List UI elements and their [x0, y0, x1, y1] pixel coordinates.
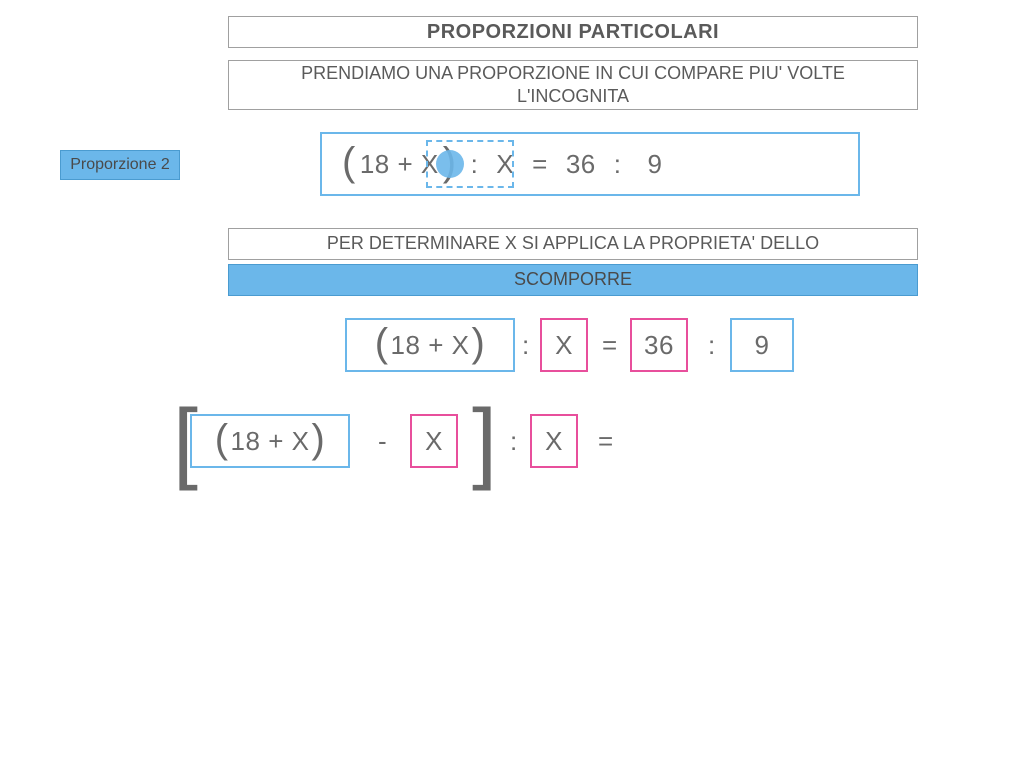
eq3-minus: - — [378, 426, 387, 457]
proportion-tag-text: Proporzione 2 — [70, 156, 170, 174]
title-text: PROPORZIONI PARTICOLARI — [427, 21, 719, 44]
eq3-inner-box: ( 18 + X ) — [190, 414, 350, 468]
paren-open-icon: ( — [342, 140, 356, 185]
instruction-text: PER DETERMINARE X SI APPLICA LA PROPRIET… — [327, 232, 819, 255]
proportion-tag: Proporzione 2 — [60, 150, 180, 180]
eq3-inner: 18 + X — [231, 426, 310, 457]
subtitle-line1: PRENDIAMO UNA PROPORZIONE IN CUI COMPARE… — [301, 62, 845, 85]
method-box: SCOMPORRE — [228, 264, 918, 296]
method-text: SCOMPORRE — [514, 268, 632, 291]
eq2-9: 9 — [755, 330, 770, 361]
subtitle-line2: L'INCOGNITA — [517, 85, 629, 108]
paren-open-icon: ( — [375, 321, 389, 366]
eq2-9-box: 9 — [730, 318, 794, 372]
eq3-colon: : — [510, 426, 518, 457]
title-box: PROPORZIONI PARTICOLARI — [228, 16, 918, 48]
eq2-eq: = — [602, 330, 618, 361]
eq2-x: X — [555, 330, 573, 361]
eq3-x1: X — [425, 426, 443, 457]
eq2-36: 36 — [644, 330, 674, 361]
eq1-9: 9 — [647, 149, 662, 180]
eq1-eq: = — [532, 149, 548, 180]
instruction-box: PER DETERMINARE X SI APPLICA LA PROPRIET… — [228, 228, 918, 260]
right-bracket-icon: ] — [472, 397, 497, 487]
eq3-x2-box: X — [530, 414, 578, 468]
eq2-colon1: : — [522, 330, 530, 361]
subtitle-box: PRENDIAMO UNA PROPORZIONE IN CUI COMPARE… — [228, 60, 918, 110]
eq2-x-box: X — [540, 318, 588, 372]
eq2-36-box: 36 — [630, 318, 688, 372]
eq1-dashed-box — [426, 140, 514, 188]
eq1-36: 36 — [566, 149, 596, 180]
eq1-colon2: : — [614, 149, 622, 180]
paren-open-icon: ( — [215, 417, 229, 462]
paren-close-icon: ) — [311, 417, 325, 462]
paren-close-icon: ) — [471, 321, 485, 366]
eq2-colon2: : — [708, 330, 716, 361]
eq2-inner-box: ( 18 + X ) — [345, 318, 515, 372]
equation1-box: ( 18 + X ) : X = 36 : 9 — [320, 132, 860, 196]
eq3-x1-box: X — [410, 414, 458, 468]
eq2-inner: 18 + X — [391, 330, 470, 361]
eq3-eq: = — [598, 426, 614, 457]
eq3-x2: X — [545, 426, 563, 457]
